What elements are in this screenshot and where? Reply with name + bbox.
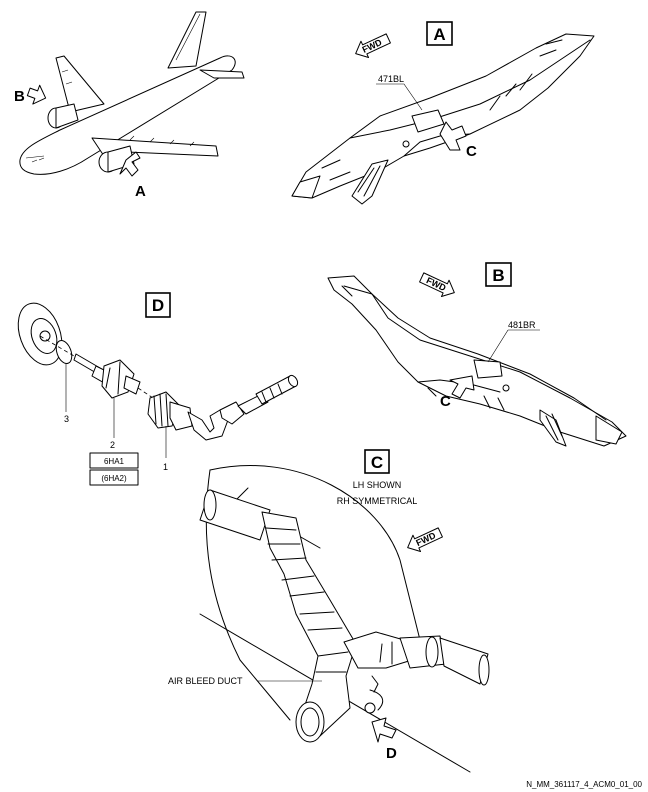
callout-d: D: [386, 745, 397, 762]
duct-label: AIR BLEED DUCT: [168, 676, 243, 686]
sensor-id-box-primary: [89, 452, 139, 469]
callout-c-left: C: [466, 143, 477, 160]
sensor-id-box-secondary: [89, 469, 139, 486]
seal-ring: [55, 339, 73, 365]
arrow-c-right-icon: [449, 375, 475, 399]
item-2-number: 2: [110, 440, 115, 450]
figure-reference: N_MM_361117_4_ACM0_01_00: [526, 780, 642, 789]
view-c-note-2: RH SYMMETRICAL: [337, 496, 418, 506]
callout-a: A: [135, 183, 146, 200]
arrow-a-icon: [119, 151, 141, 177]
view-c-label: C: [371, 453, 383, 472]
view-c-note-1: LH SHOWN: [353, 480, 402, 490]
view-d-label: D: [152, 296, 164, 315]
panel-471bl: [411, 109, 445, 133]
arrow-b-icon: [26, 84, 47, 105]
fwd-arrow-c: FWD: [407, 527, 443, 553]
view-a: A FWD 471BL C: [291, 21, 595, 205]
callout-b: B: [14, 88, 25, 105]
aircraft-overview: B A: [14, 11, 245, 200]
view-c-box: [364, 449, 390, 474]
sensor-id-secondary: (6HA2): [101, 474, 127, 483]
item-3-number: 3: [64, 414, 69, 424]
sensor-location: [364, 702, 376, 714]
view-d-box: [145, 292, 171, 318]
view-a-box: [426, 21, 453, 46]
item-1-number: 1: [163, 462, 168, 472]
callout-c-right: C: [440, 393, 451, 410]
arrow-d-icon: [371, 717, 397, 743]
sensor-id-primary: 6HA1: [104, 457, 125, 466]
arrow-c-left-icon: [439, 121, 467, 151]
fwd-arrow-a: FWD: [355, 33, 391, 59]
view-a-label: A: [433, 25, 445, 44]
view-d: D 3 2 1 6HA1 (6HA2): [17, 292, 299, 486]
view-c: C LH SHOWN RH SYMMETRICAL FWD: [168, 449, 490, 773]
panel-label-481br: 481BR: [508, 320, 536, 330]
view-b: B FWD 481BR C: [327, 262, 627, 447]
panel-481br: [473, 359, 503, 379]
fwd-arrow-b: FWD: [419, 272, 455, 298]
view-b-label: B: [492, 266, 504, 285]
panel-label-471bl: 471BL: [378, 74, 404, 84]
view-b-box: [485, 262, 512, 287]
